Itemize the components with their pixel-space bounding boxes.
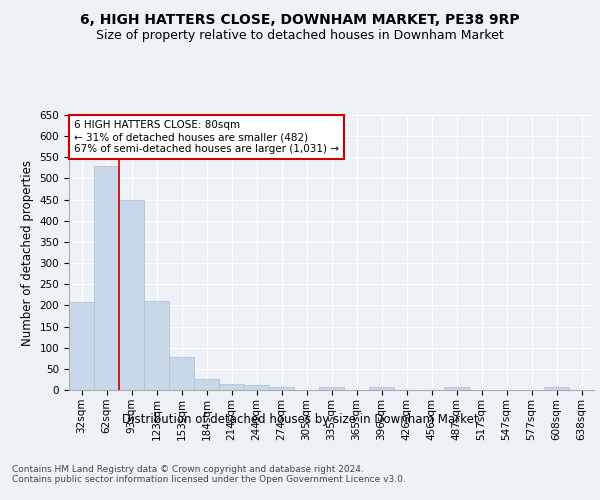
Text: Contains HM Land Registry data © Crown copyright and database right 2024.
Contai: Contains HM Land Registry data © Crown c… (12, 465, 406, 484)
Bar (369, 388, 394, 390)
Bar (144, 301, 169, 390)
Bar (169, 357, 194, 390)
Bar (544, 388, 569, 390)
Text: 6, HIGH HATTERS CLOSE, DOWNHAM MARKET, PE38 9RP: 6, HIGH HATTERS CLOSE, DOWNHAM MARKET, P… (80, 12, 520, 26)
Bar (319, 386, 344, 390)
Bar (69, 302, 94, 390)
Y-axis label: Number of detached properties: Number of detached properties (21, 160, 34, 346)
Bar (194, 378, 219, 390)
Bar (244, 385, 269, 390)
Text: Size of property relative to detached houses in Downham Market: Size of property relative to detached ho… (96, 29, 504, 42)
Bar (444, 388, 469, 390)
Bar (94, 166, 119, 390)
Bar (219, 384, 244, 390)
Bar (119, 200, 144, 390)
Bar (269, 386, 294, 390)
Text: 6 HIGH HATTERS CLOSE: 80sqm
← 31% of detached houses are smaller (482)
67% of se: 6 HIGH HATTERS CLOSE: 80sqm ← 31% of det… (74, 120, 339, 154)
Text: Distribution of detached houses by size in Downham Market: Distribution of detached houses by size … (122, 412, 478, 426)
